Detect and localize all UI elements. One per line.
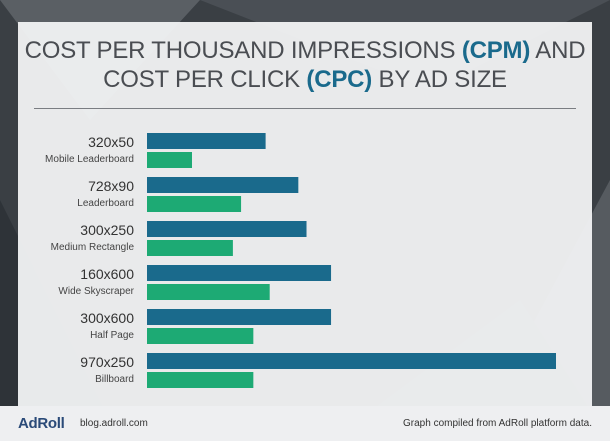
bar-cpc (147, 196, 242, 212)
chart-title: COST PER THOUSAND IMPRESSIONS (CPM) AND … (18, 36, 592, 94)
chart-card: COST PER THOUSAND IMPRESSIONS (CPM) AND … (18, 22, 592, 406)
category-name-label: Medium Rectangle (51, 242, 135, 253)
category-name-label: Mobile Leaderboard (45, 154, 134, 165)
category-name-label: Wide Skyscraper (58, 286, 134, 297)
category-name-label: Leaderboard (77, 198, 134, 209)
title-line-2: COST PER CLICK (CPC) BY AD SIZE (18, 65, 592, 94)
bar-cpc (147, 240, 233, 256)
title-line-1: COST PER THOUSAND IMPRESSIONS (CPM) AND (18, 36, 592, 65)
bar-cpc (147, 328, 254, 344)
category-size-label: 300x600 (80, 310, 134, 326)
source-note: Graph compiled from AdRoll platform data… (403, 418, 592, 429)
category-name-label: Billboard (95, 374, 134, 385)
title-divider (34, 108, 576, 109)
footer: AdRoll blog.adroll.com Graph compiled fr… (0, 406, 610, 441)
bar-cpm (147, 221, 307, 237)
category-size-label: 970x250 (80, 354, 134, 370)
bar-cpm (147, 133, 266, 149)
bar-cpc (147, 152, 192, 168)
title-line-2-suffix: BY AD SIZE (372, 66, 507, 93)
category-size-label: 728x90 (88, 178, 134, 194)
category-size-label: 320x50 (88, 134, 134, 150)
blog-url[interactable]: blog.adroll.com (80, 418, 148, 429)
title-cpc-highlight: (CPC) (306, 66, 373, 93)
category-size-label: 300x250 (80, 222, 134, 238)
title-line-1-text: COST PER THOUSAND IMPRESSIONS (24, 37, 462, 64)
category-name-label: Half Page (90, 330, 134, 341)
title-cpm-highlight: (CPM) (461, 37, 531, 64)
bar-cpm (147, 265, 332, 281)
bar-cpc (147, 284, 270, 300)
title-line-2-text: COST PER CLICK (103, 66, 307, 93)
bar-cpm (147, 177, 299, 193)
adroll-logo: AdRoll (18, 415, 65, 432)
title-line-1-suffix: AND (530, 37, 586, 64)
category-size-label: 160x600 (80, 266, 134, 282)
bar-cpm (147, 353, 556, 369)
bar-cpm (147, 309, 332, 325)
bar-cpc (147, 372, 254, 388)
